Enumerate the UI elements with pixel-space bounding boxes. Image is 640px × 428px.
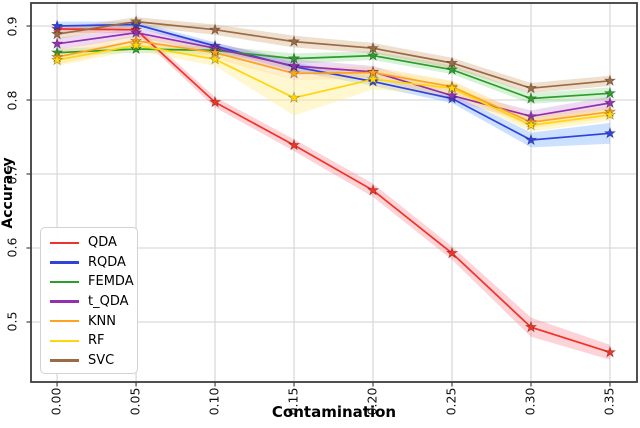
series-line-FEMDA [57,48,611,100]
legend-label: QDA [88,235,117,251]
marker-star-RF [50,53,64,66]
legend-line-sample [50,241,79,244]
series-line-RF [56,44,611,127]
marker-star-FEMDA [524,91,538,104]
marker-star-t_QDA [50,37,64,50]
legend-label: SVC [88,352,115,368]
marker-star-QDA [445,246,459,259]
marker-star-RQDA [445,91,459,104]
legend-line-sample [50,261,79,264]
legend-line-sample [50,339,79,342]
legend-item-SVC: SVC [41,351,137,371]
legend-line-sample [50,359,79,362]
series-line-SVC [56,20,611,90]
x-tick-label: 0.00 [48,387,64,416]
marker-star-RQDA [524,133,538,146]
legend-label: RQDA [88,254,126,270]
marker-star-SVC [366,41,380,54]
x-axis-title: Contamination [271,403,397,421]
band-RF [57,40,611,132]
marker-star-FEMDA [129,42,143,55]
x-tick-label: 0.05 [127,387,143,416]
x-tick-label: 0.25 [443,387,459,416]
marker-star-QDA [603,345,617,358]
marker-star-RQDA [129,17,143,30]
series-line-QDA [57,28,611,354]
marker-star-RF [366,72,380,85]
marker-star-t_QDA [603,96,617,109]
marker-star-SVC [129,15,143,27]
legend-label: KNN [88,313,116,329]
legend-line-sample [50,320,79,323]
legend-item-RQDA: RQDA [41,253,137,273]
marker-star-FEMDA [366,49,380,61]
x-tick-label: 0.30 [522,387,538,416]
legend-item-RF: RF [41,331,137,351]
marker-star-SVC [524,81,538,94]
y-axis-title: Accuracy [0,157,16,229]
series-line-t_QDA [56,31,611,118]
marker-star-t_QDA [445,89,459,101]
marker-star-SVC [208,23,222,35]
marker-star-SVC [50,27,64,40]
marker-star-RF [524,118,538,131]
legend-item-t_QDA: t_QDA [41,292,137,312]
marker-star-SVC [287,35,301,47]
legend-label: RF [88,333,105,349]
series-line-RQDA [57,23,611,141]
marker-star-RQDA [50,19,64,32]
marker-star-RQDA [603,126,617,139]
y-tick-label: 0.5 [4,312,20,332]
marker-star-RF [603,108,617,121]
marker-star-FEMDA [603,86,617,99]
marker-star-RF [208,52,222,65]
marker-star-RF [287,91,301,104]
marker-star-RF [445,81,459,94]
marker-star-FEMDA [445,63,459,75]
legend: QDA RQDA FEMDA t_QDA KNN RF SVC [40,227,138,374]
plot-border [30,2,638,383]
band-RQDA [57,21,611,148]
legend-line-sample [50,300,79,303]
legend-line-sample [50,280,79,284]
marker-star-RF [129,38,143,51]
band-t_QDA [57,28,611,123]
marker-star-SVC [603,74,617,87]
marker-star-t_QDA [129,26,143,38]
series-line-KNN [56,39,611,124]
legend-label: t_QDA [88,294,129,310]
marker-star-KNN [287,66,301,79]
y-tick-label: 0.9 [4,16,20,36]
legend-item-FEMDA: FEMDA [41,272,137,292]
marker-star-QDA [366,183,380,196]
marker-star-QDA [208,95,222,108]
x-tick-label: 0.35 [601,387,617,416]
x-tick-label: 0.10 [206,387,222,416]
band-QDA [57,25,611,360]
y-tick-label: 0.8 [4,90,20,110]
marker-star-SVC [445,56,459,69]
legend-label: FEMDA [88,274,134,290]
legend-item-KNN: KNN [41,311,137,331]
legend-item-QDA: QDA [41,233,137,253]
band-SVC [57,17,611,94]
marker-star-QDA [524,320,538,333]
marker-star-QDA [287,138,301,151]
